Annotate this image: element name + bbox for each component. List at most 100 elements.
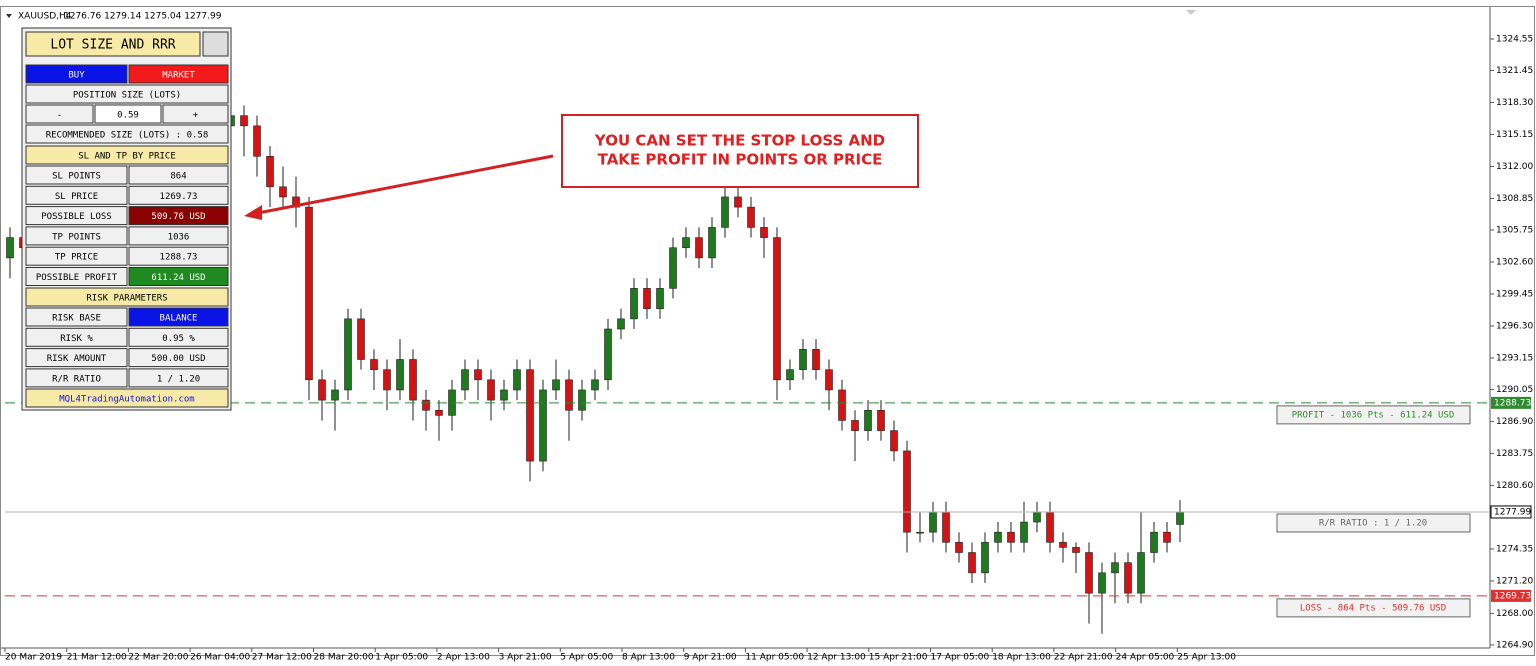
candle-body (994, 531, 1002, 543)
row-value-cell[interactable] (128, 327, 229, 347)
ohlc: 1276.76 1279.14 1275.04 1277.99 (64, 12, 222, 22)
minus-button-cell[interactable] (25, 104, 94, 124)
candle-body (396, 359, 404, 391)
minus-button: - (57, 111, 62, 121)
x-tick-label: 3 Apr 21:00 (499, 653, 552, 663)
candle-body (942, 511, 950, 543)
candle-body (344, 318, 352, 391)
row-value: 611.24 USD (151, 273, 205, 283)
candle-body (331, 389, 339, 401)
x-tick-label: 11 Apr 05:00 (745, 653, 804, 663)
candle-body (383, 369, 391, 391)
row-value: 1288.73 (160, 253, 198, 263)
candle-body (630, 288, 638, 320)
candle-body (513, 369, 521, 391)
x-tick-label: 1 Apr 05:00 (375, 653, 428, 663)
candle-body (656, 288, 664, 309)
level-box (1276, 405, 1471, 425)
candle-body (422, 399, 430, 411)
row-value-cell[interactable] (128, 267, 229, 286)
row-value: 1036 (168, 232, 190, 242)
x-tick-label: 8 Apr 13:00 (622, 653, 675, 663)
market-button: MARKET (162, 71, 195, 81)
candle-body (747, 206, 755, 228)
y-tick-label: 1280.60 (1496, 481, 1533, 491)
y-tick-label: 1308.85 (1496, 194, 1533, 204)
candle-body (617, 318, 625, 330)
candle-body (877, 409, 885, 431)
candle-body (461, 369, 469, 391)
candle-body (786, 369, 794, 381)
dropdown[interactable] (6, 14, 12, 18)
row-value-cell[interactable] (128, 246, 229, 266)
row-label-cell (25, 368, 128, 388)
price-marker-label: 1288.73 (1494, 398, 1531, 408)
candle-body (279, 186, 287, 198)
row-label-cell (25, 307, 128, 327)
candle-body (981, 542, 989, 574)
price-marker-label: 1269.73 (1494, 591, 1531, 601)
candle-body (1059, 542, 1067, 548)
row-value-cell[interactable] (128, 165, 229, 185)
annotation: YOU CAN SET THE STOP LOSS AND TAKE PROFI… (244, 114, 919, 220)
candle-body (1085, 552, 1093, 594)
row-label: SL PRICE (55, 192, 98, 202)
candle-body (721, 196, 729, 228)
callout-text: YOU CAN SET THE STOP LOSS AND (594, 132, 885, 150)
row-value-cell[interactable] (128, 368, 229, 388)
candle-body (890, 430, 898, 452)
y-tick-label: 1268.00 (1496, 609, 1533, 619)
minimize-button[interactable] (202, 31, 229, 57)
panel-title: LOT SIZE AND RRR (50, 38, 175, 53)
x-tick-label: 22 Apr 21:00 (1054, 653, 1113, 663)
candle-body (591, 379, 599, 391)
level-box-label: LOSS - 864 Pts - 509.76 USD (1300, 603, 1446, 613)
y-tick-label: 1312.00 (1496, 162, 1533, 172)
candle-body (240, 115, 248, 127)
y-tick-label: 1271.20 (1496, 576, 1533, 586)
lots-value-cell[interactable] (94, 104, 162, 124)
buy-button-cell[interactable] (25, 64, 128, 84)
y-tick-label: 1321.45 (1496, 66, 1533, 76)
y-tick-label: 1290.05 (1496, 385, 1533, 395)
candle-body (903, 450, 911, 533)
level-box (1276, 513, 1471, 533)
panel: LOT SIZE AND RRR BUY MARKET POSITION SIZE (… (21, 27, 232, 411)
y-tick-label: 1299.45 (1496, 289, 1533, 299)
plus-button-cell[interactable] (162, 104, 229, 124)
row-value-cell[interactable] (128, 348, 229, 368)
candle-body (916, 531, 924, 534)
row-value-cell[interactable] (128, 226, 229, 246)
arrow (257, 154, 554, 215)
candle-body (357, 318, 365, 360)
footer-link-cell[interactable] (25, 388, 229, 408)
row-value-cell[interactable] (128, 307, 229, 327)
candle-body (487, 379, 495, 401)
candle-body (409, 359, 417, 401)
candle-body (474, 369, 482, 381)
candle-body (825, 369, 833, 391)
candle-body (526, 369, 534, 462)
section-header: SL AND TP BY PRICE (78, 152, 176, 162)
x-tick-label: 22 Mar 20:00 (128, 653, 188, 663)
plus-button: + (193, 111, 199, 121)
row-label-cell (25, 185, 128, 205)
price-marker-label: 1277.99 (1494, 507, 1531, 517)
row-label-cell (25, 206, 128, 226)
candle-body (838, 389, 846, 421)
row-label: RISK % (60, 334, 93, 344)
x-tick-label: 28 Mar 20:00 (314, 653, 374, 663)
y-tick-label: 1305.75 (1496, 225, 1533, 235)
market-button-cell[interactable] (128, 64, 229, 84)
row-value-cell[interactable] (128, 206, 229, 226)
row-value-cell[interactable] (128, 185, 229, 205)
candle-body (370, 359, 378, 370)
y-tick-label: 1324.55 (1496, 34, 1533, 44)
footer-link: MQL4TradingAutomation.com (59, 395, 194, 405)
row-label: R/R RATIO (52, 374, 101, 384)
candle-body (500, 389, 508, 401)
x-tick-label: 17 Apr 05:00 (931, 653, 990, 663)
section-header: RISK PARAMETERS (86, 294, 167, 304)
